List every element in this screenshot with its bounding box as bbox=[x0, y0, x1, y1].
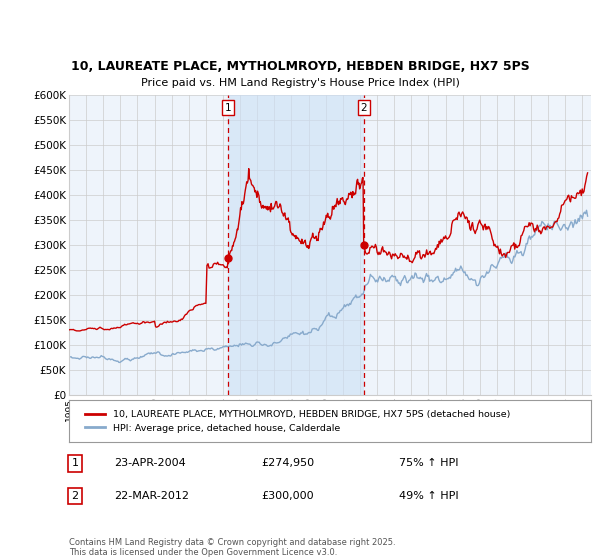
Text: 10, LAUREATE PLACE, MYTHOLMROYD, HEBDEN BRIDGE, HX7 5PS: 10, LAUREATE PLACE, MYTHOLMROYD, HEBDEN … bbox=[71, 59, 529, 73]
Text: £300,000: £300,000 bbox=[261, 491, 314, 501]
Text: 1: 1 bbox=[71, 459, 79, 468]
Text: 49% ↑ HPI: 49% ↑ HPI bbox=[399, 491, 458, 501]
Text: Contains HM Land Registry data © Crown copyright and database right 2025.
This d: Contains HM Land Registry data © Crown c… bbox=[69, 538, 395, 557]
Bar bbox=[229, 95, 364, 395]
Text: Price paid vs. HM Land Registry's House Price Index (HPI): Price paid vs. HM Land Registry's House … bbox=[140, 78, 460, 88]
Text: 75% ↑ HPI: 75% ↑ HPI bbox=[399, 459, 458, 468]
Text: 2: 2 bbox=[361, 102, 367, 113]
Text: 1: 1 bbox=[225, 102, 232, 113]
Text: 2: 2 bbox=[71, 491, 79, 501]
Text: £274,950: £274,950 bbox=[261, 459, 314, 468]
Text: 22-MAR-2012: 22-MAR-2012 bbox=[114, 491, 189, 501]
Legend: 10, LAUREATE PLACE, MYTHOLMROYD, HEBDEN BRIDGE, HX7 5PS (detached house), HPI: A: 10, LAUREATE PLACE, MYTHOLMROYD, HEBDEN … bbox=[79, 404, 516, 438]
Text: 23-APR-2004: 23-APR-2004 bbox=[114, 459, 186, 468]
